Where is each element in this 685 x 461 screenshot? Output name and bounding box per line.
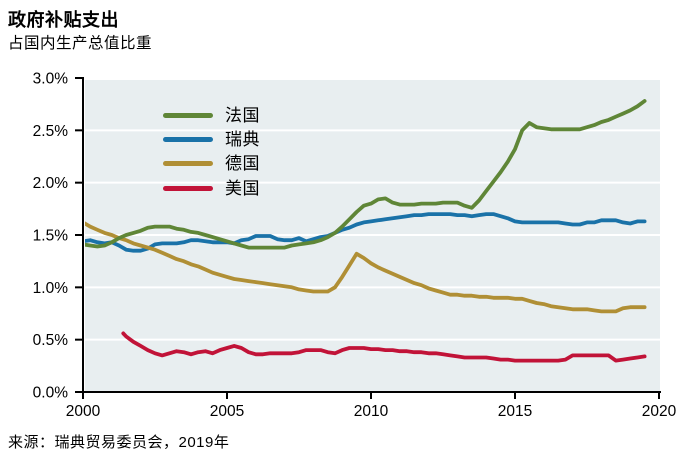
x-tick-label: 2015	[498, 403, 532, 420]
series-line-sweden	[85, 212, 647, 253]
x-tick-label: 2010	[354, 403, 389, 420]
legend-label-germany: 德国	[225, 154, 260, 174]
legend-item-germany: 德国	[163, 152, 260, 176]
x-tick-label: 2020	[642, 403, 677, 420]
page-title: 政府补贴支出	[8, 10, 119, 30]
series-line-france	[85, 99, 647, 250]
chart-legend: 法国 瑞典 德国 美国	[163, 103, 260, 201]
x-tick-label: 2005	[210, 403, 244, 420]
legend-swatch-france	[163, 112, 213, 118]
y-tick-label: 2.0%	[33, 175, 69, 192]
legend-swatch-germany	[163, 161, 213, 167]
legend-label-france: 法国	[225, 105, 260, 125]
legend-label-usa: 美国	[225, 178, 260, 198]
y-tick-label: 0.0%	[33, 385, 69, 402]
y-tick-label: 0.5%	[33, 332, 69, 349]
source-note: 来源：瑞典贸易委员会，2019年	[8, 434, 230, 451]
y-tick-label: 2.5%	[33, 123, 69, 140]
y-tick-label: 1.0%	[33, 280, 69, 297]
legend-item-sweden: 瑞典	[163, 127, 260, 151]
legend-label-sweden: 瑞典	[225, 130, 260, 150]
legend-swatch-usa	[163, 185, 213, 191]
series-line-germany	[85, 221, 647, 314]
y-tick-label: 1.5%	[33, 228, 69, 245]
x-tick-label: 2000	[66, 403, 101, 420]
legend-item-usa: 美国	[163, 176, 260, 200]
series-line-usa	[121, 331, 647, 363]
y-tick-label: 3.0%	[33, 71, 69, 88]
legend-item-france: 法国	[163, 103, 260, 127]
chart-subtitle: 占国内生产总值比重	[8, 35, 153, 52]
legend-swatch-sweden	[163, 137, 213, 143]
